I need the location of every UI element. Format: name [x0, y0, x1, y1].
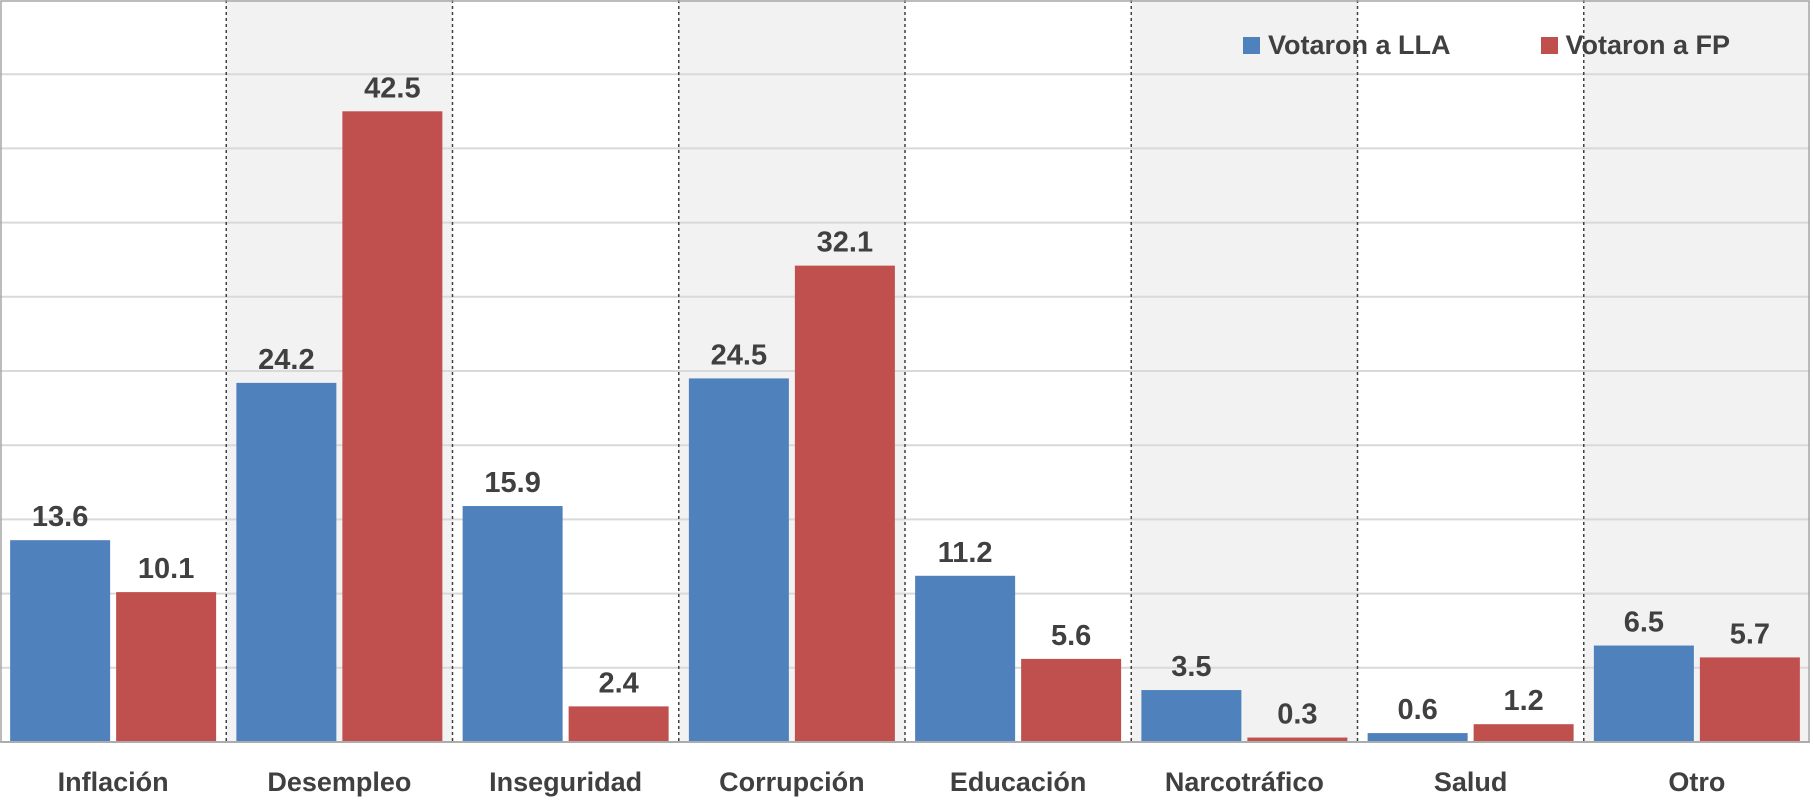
bars — [10, 111, 1800, 743]
data-label: 15.9 — [484, 467, 540, 499]
data-label: 13.6 — [32, 501, 88, 533]
x-tick-label: Salud — [1434, 767, 1508, 797]
data-label: 24.2 — [258, 344, 314, 376]
legend-label-lla: Votaron a LLA — [1268, 30, 1451, 60]
bar-lla — [688, 378, 789, 742]
data-label: 0.3 — [1277, 699, 1317, 731]
bar-fp — [1699, 657, 1800, 742]
x-tick-label: Narcotráfico — [1165, 767, 1324, 797]
legend-item-lla: Votaron a LLA — [1243, 30, 1451, 61]
bar-lla — [1367, 733, 1468, 742]
bar-lla — [10, 540, 111, 742]
data-label: 1.2 — [1503, 685, 1543, 717]
bar-lla — [915, 575, 1016, 742]
data-label: 5.7 — [1730, 618, 1770, 650]
legend-label-fp: Votaron a FP — [1565, 30, 1731, 60]
x-tick-label: Inseguridad — [489, 767, 642, 797]
data-label: 42.5 — [364, 72, 420, 104]
bar-lla — [236, 382, 337, 742]
legend-swatch-lla — [1243, 37, 1260, 54]
bar-fp — [568, 706, 669, 742]
x-tick-label: Otro — [1668, 767, 1725, 797]
data-label: 10.1 — [138, 553, 194, 585]
data-label: 32.1 — [817, 227, 873, 259]
category-separators — [225, 0, 1585, 742]
data-labels: 13.6 10.1 24.2 42.5 15.9 2.4 24.5 32.1 11.2 5.6 3.… — [32, 72, 1770, 730]
data-label: 6.5 — [1624, 607, 1664, 639]
bar-lla — [462, 506, 563, 742]
bar-fp — [1021, 658, 1122, 742]
data-label: 3.5 — [1171, 651, 1211, 683]
bar-fp — [1247, 737, 1348, 742]
x-tick-label: Desempleo — [267, 767, 411, 797]
data-label: 2.4 — [598, 667, 638, 699]
bar-fp — [342, 111, 443, 743]
x-axis-tick-labels: Inflación Desempleo Inseguridad Corrupción E… — [58, 767, 1726, 797]
data-label: 24.5 — [711, 339, 767, 371]
data-label: 0.6 — [1397, 694, 1437, 726]
legend: Votaron a LLA Votaron a FP — [1243, 30, 1730, 61]
data-label: 5.6 — [1051, 620, 1091, 652]
x-tick-label: Corrupción — [719, 767, 865, 797]
bar-fp — [1473, 724, 1574, 742]
legend-swatch-fp — [1540, 37, 1558, 54]
x-tick-label: Educación — [950, 767, 1087, 797]
data-label: 11.2 — [938, 537, 993, 569]
bar-lla — [1141, 690, 1242, 742]
x-tick-label: Inflación — [58, 767, 169, 797]
legend-item-fp: Votaron a FP — [1540, 30, 1731, 61]
bar-lla — [1593, 645, 1694, 742]
plot-frame — [0, 0, 1810, 743]
bar-fp — [116, 592, 217, 742]
bar-fp — [794, 265, 895, 742]
